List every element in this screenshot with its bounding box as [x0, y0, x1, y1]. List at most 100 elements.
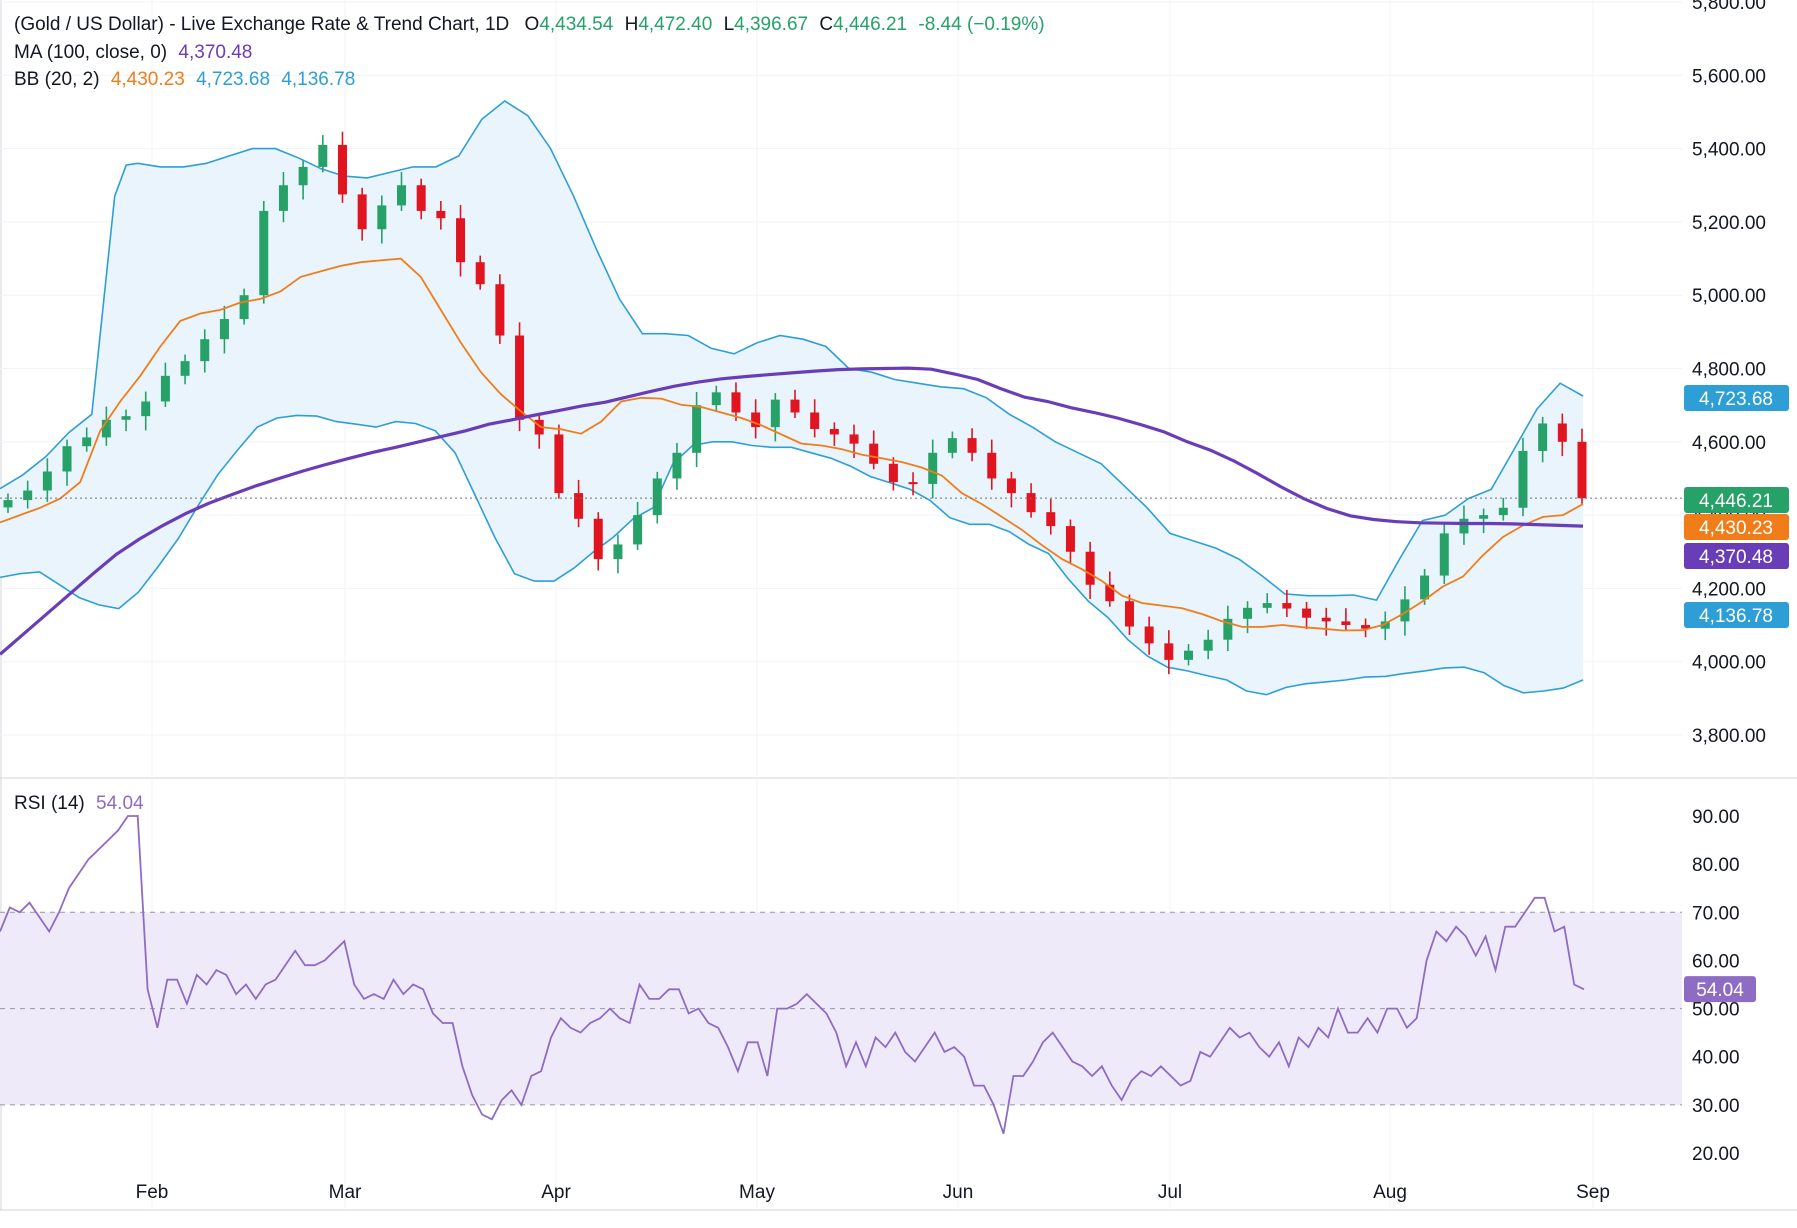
candle-body	[1223, 618, 1233, 640]
low-label: L	[723, 14, 735, 35]
close-value: 4,446.21	[833, 14, 908, 35]
bb-lower-value: 4,136.78	[281, 69, 356, 90]
rsi-tick-label: 30.00	[1692, 1096, 1740, 1117]
candle-body	[593, 518, 603, 560]
rsi-tick-label: 50.00	[1692, 1000, 1740, 1021]
candle-body	[495, 284, 505, 336]
candle-body	[790, 399, 800, 413]
candle-body	[1439, 533, 1449, 576]
candle-body	[1538, 423, 1548, 451]
candle-body	[692, 405, 702, 453]
rsi-price-tag: 54.04	[1696, 980, 1744, 1001]
candle-body	[1459, 518, 1469, 534]
time-tick-label: May	[739, 1182, 775, 1203]
rsi-tick-label: 40.00	[1692, 1048, 1740, 1069]
candle-body	[219, 319, 229, 340]
candle-body	[1164, 643, 1174, 660]
time-tick-label: Aug	[1373, 1182, 1407, 1203]
rsi-value: 54.04	[96, 793, 144, 814]
open-value: 4,434.54	[539, 14, 614, 35]
moving-average-line	[0, 366, 1584, 656]
candle-body	[810, 412, 820, 429]
bb-lower-price-tag-bg	[1684, 602, 1789, 628]
rsi-label: RSI (14)	[14, 793, 85, 814]
bb-lower-price-tag: 4,136.78	[1699, 606, 1773, 627]
candle-body	[1262, 603, 1272, 608]
ma-legend: MA (100, close, 0) 4,370.48	[14, 42, 258, 64]
candle-body	[633, 515, 643, 545]
candle-body	[436, 210, 446, 219]
candle-body	[42, 471, 52, 491]
candle-body	[1498, 507, 1508, 516]
bb-basis-price-tag: 4,430.23	[1699, 518, 1773, 539]
bb-basis-price-tag-bg	[1684, 514, 1789, 540]
candle-body	[574, 493, 584, 519]
candle-body	[947, 438, 957, 453]
candle-body	[1184, 650, 1193, 660]
candle-body	[1400, 599, 1410, 622]
candle-body	[1321, 617, 1331, 622]
candle-body	[1577, 441, 1587, 499]
candle-body	[1105, 584, 1115, 602]
time-tick-label: Feb	[136, 1182, 169, 1203]
candle-body	[180, 361, 190, 376]
candle-body	[829, 428, 839, 435]
bollinger-fill	[0, 101, 1583, 695]
candle-body	[731, 392, 741, 413]
candle-body	[416, 185, 426, 211]
change-value: -8.44 (−0.19%)	[918, 14, 1045, 35]
candle-body	[1557, 423, 1567, 442]
candle-body	[869, 443, 879, 464]
time-tick-label: Sep	[1576, 1182, 1610, 1203]
price-tick-label: 5,600.00	[1692, 66, 1766, 87]
bollinger-basis-line	[0, 257, 1584, 632]
candle-body	[652, 478, 662, 516]
candle-body	[160, 375, 170, 402]
candle-body	[967, 438, 977, 453]
price-tick-label: 5,800.00	[1692, 0, 1766, 14]
rsi-tick-label: 60.00	[1692, 951, 1740, 972]
candle-body	[751, 412, 761, 428]
bb-legend: BB (20, 2) 4,430.23 4,723.68 4,136.78	[14, 69, 361, 91]
time-tick-label: Mar	[329, 1182, 362, 1203]
bb-upper-value: 4,723.68	[196, 69, 271, 90]
candle-body	[1361, 625, 1371, 629]
candle-body	[672, 452, 682, 479]
bb-label: BB (20, 2)	[14, 69, 100, 90]
price-tick-label: 4,800.00	[1692, 360, 1766, 381]
candle-body	[337, 144, 347, 195]
candle-body	[987, 452, 997, 479]
candle-body	[239, 295, 249, 320]
candle-body	[1006, 478, 1016, 494]
last-price-tag: 4,446.21	[1699, 491, 1773, 512]
rsi-price-tag-bg	[1684, 976, 1756, 1003]
price-tick-label: 5,000.00	[1692, 286, 1766, 307]
time-tick-label: Jun	[943, 1182, 974, 1203]
bb-upper-price-tag: 4,723.68	[1699, 389, 1773, 410]
candle-body	[1203, 639, 1213, 651]
candle-body	[200, 339, 210, 362]
price-tick-label: 4,600.00	[1692, 433, 1766, 454]
candle-body	[23, 490, 33, 501]
candle-body	[1380, 621, 1390, 629]
bb-upper-price-tag-bg	[1684, 385, 1789, 411]
candle-body	[1518, 450, 1528, 508]
ma-value: 4,370.48	[178, 42, 253, 63]
rsi-line	[0, 815, 1585, 1134]
candle-body	[1420, 575, 1430, 600]
candle-body	[1479, 515, 1489, 519]
candle-body	[298, 166, 308, 186]
candle-body	[849, 434, 859, 444]
candle-body	[1046, 512, 1056, 527]
rsi-tick-label: 90.00	[1692, 807, 1740, 828]
bollinger-lower-line	[0, 414, 1584, 696]
candle-body	[1124, 601, 1134, 627]
low-value: 4,396.67	[734, 14, 809, 35]
candle-body	[534, 419, 544, 435]
price-tick-label: 5,400.00	[1692, 140, 1766, 161]
symbol-title: (Gold / US Dollar) - Live Exchange Rate …	[14, 14, 510, 35]
candles-group	[3, 131, 1587, 675]
price-tick-label: 4,200.00	[1692, 579, 1766, 600]
close-label: C	[819, 14, 834, 35]
